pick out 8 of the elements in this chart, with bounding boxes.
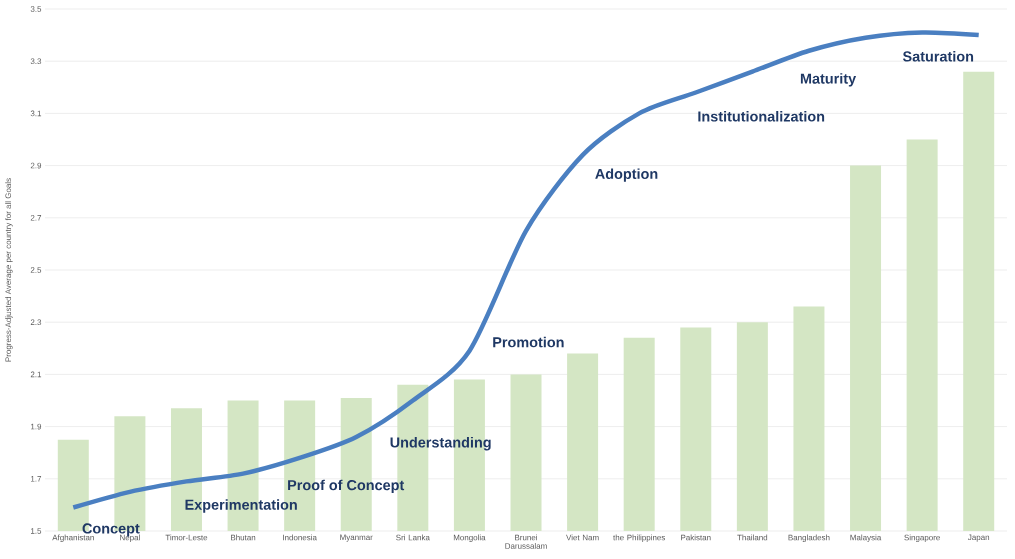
- annotation: Institutionalization: [698, 110, 825, 122]
- annotation: Experimentation: [185, 499, 297, 513]
- annotation: Adoption: [595, 168, 658, 182]
- annotation: Proof of Concept: [288, 479, 405, 494]
- annotation: Saturation: [902, 50, 974, 62]
- annotation: Maturity: [800, 73, 857, 87]
- annotation: Understanding: [390, 436, 491, 451]
- annotation: Promotion: [493, 336, 564, 348]
